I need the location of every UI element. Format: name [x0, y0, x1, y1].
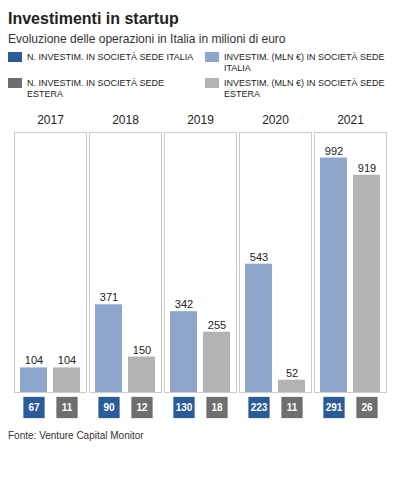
html-text:Evoluzione delle operazioni in: Evoluzione delle operazioni in Italia in…	[8, 32, 286, 46]
svg-text:90: 90	[103, 402, 115, 413]
svg-text:2017: 2017	[37, 113, 64, 127]
html-text:Fonte: Venture Capital Monitor: Fonte: Venture Capital Monitor	[8, 430, 144, 441]
svg-text:919: 919	[358, 162, 376, 174]
svg-text:223: 223	[251, 402, 268, 413]
html-text:INVESTIM. (MLN €) IN SOCIETÀ S: INVESTIM. (MLN €) IN SOCIETÀ SEDE ITALIA	[224, 52, 385, 73]
svg-text:18: 18	[211, 402, 223, 413]
svg-text:2019: 2019	[187, 113, 214, 127]
svg-text:291: 291	[326, 402, 343, 413]
html-text:N. INVESTIM. IN SOCIETÀ SEDE I: N. INVESTIM. IN SOCIETÀ SEDE ITALIA	[27, 52, 194, 62]
svg-text:150: 150	[133, 344, 151, 356]
svg-text:12: 12	[136, 402, 148, 413]
svg-text:543: 543	[250, 251, 268, 263]
svg-text:11: 11	[62, 402, 73, 413]
svg-text:371: 371	[100, 291, 118, 303]
svg-text:992: 992	[325, 145, 343, 157]
svg-text:104: 104	[25, 354, 43, 366]
svg-text:255: 255	[208, 319, 226, 331]
svg-text:2021: 2021	[337, 113, 364, 127]
svg-text:2020: 2020	[262, 113, 289, 127]
svg-text:130: 130	[176, 402, 193, 413]
html-text:N. INVESTIM. IN SOCIETÀ SEDE E: N. INVESTIM. IN SOCIETÀ SEDE ESTERA	[27, 78, 164, 99]
svg-text:342: 342	[175, 298, 193, 310]
html-text:INVESTIM. (MLN €) IN SOCIETÀ S: INVESTIM. (MLN €) IN SOCIETÀ SEDE ESTERA	[224, 78, 385, 99]
svg-text:52: 52	[286, 367, 298, 379]
svg-text:104: 104	[58, 354, 76, 366]
svg-text:26: 26	[361, 402, 373, 413]
svg-text:11: 11	[287, 402, 298, 413]
html-text:Investimenti in startup: Investimenti in startup	[8, 10, 179, 27]
svg-text:2018: 2018	[112, 113, 139, 127]
svg-text:67: 67	[28, 402, 40, 413]
